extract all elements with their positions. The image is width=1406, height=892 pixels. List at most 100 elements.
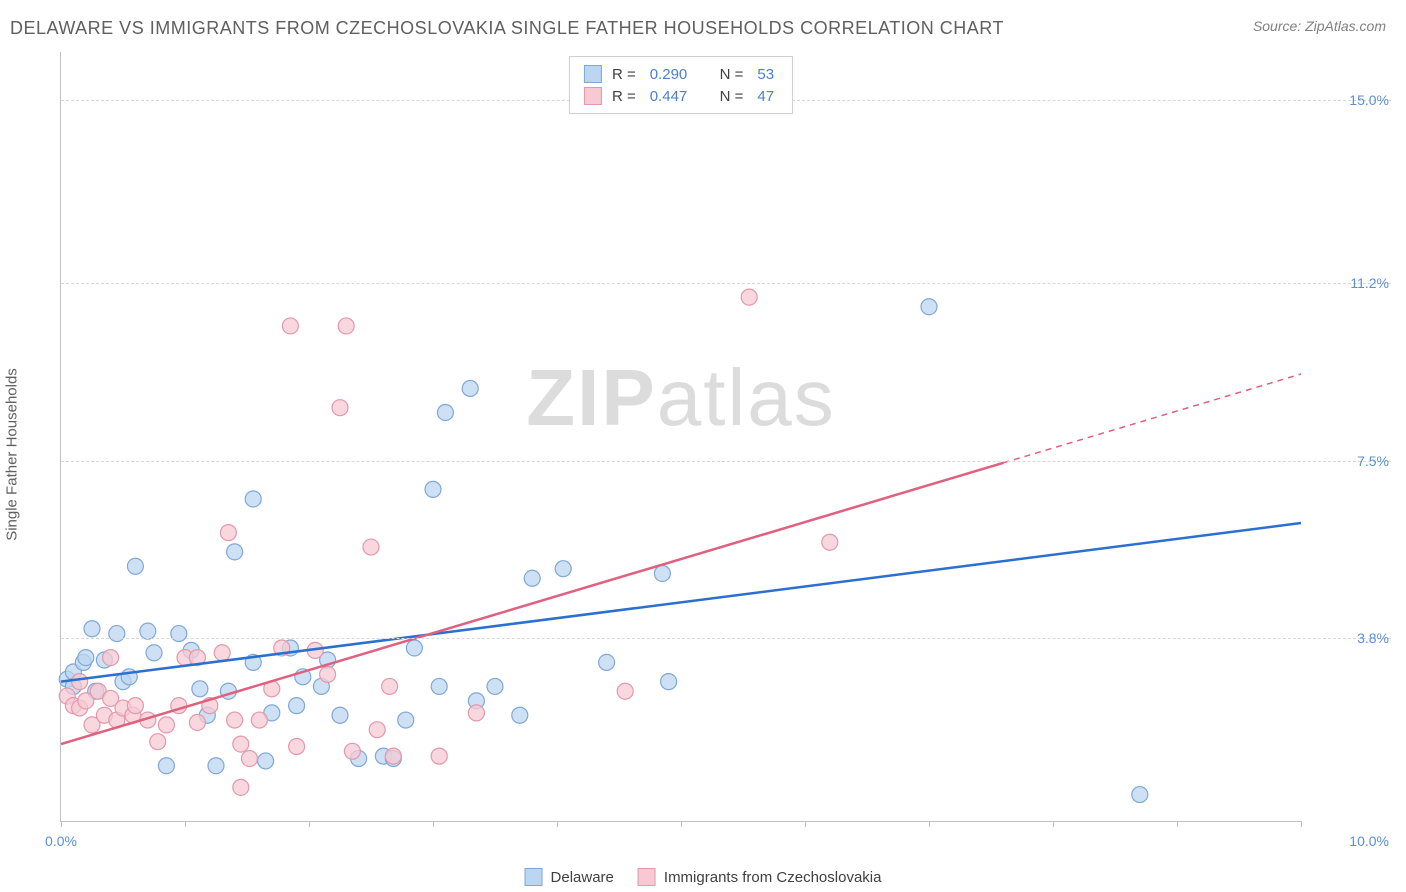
legend-label: Delaware bbox=[551, 869, 614, 886]
data-point bbox=[332, 707, 348, 723]
data-point bbox=[251, 712, 267, 728]
legend-row: R = 0.447 N = 47 bbox=[584, 85, 778, 107]
data-point bbox=[78, 650, 94, 666]
data-point bbox=[1132, 787, 1148, 803]
data-point bbox=[382, 678, 398, 694]
n-value: 47 bbox=[757, 88, 774, 105]
data-point bbox=[406, 640, 422, 656]
data-point bbox=[245, 491, 261, 507]
legend-swatch bbox=[638, 868, 656, 886]
data-point bbox=[462, 380, 478, 396]
data-point bbox=[220, 525, 236, 541]
gridline bbox=[61, 283, 1391, 284]
data-point bbox=[338, 318, 354, 334]
legend-swatch bbox=[584, 87, 602, 105]
legend-item: Delaware bbox=[525, 868, 614, 886]
r-label: R = bbox=[612, 88, 636, 105]
data-point bbox=[103, 650, 119, 666]
data-point bbox=[227, 712, 243, 728]
n-label: N = bbox=[720, 88, 744, 105]
legend-row: R = 0.290 N = 53 bbox=[584, 63, 778, 85]
y-tick-label: 11.2% bbox=[1309, 275, 1389, 291]
x-tick-label: 0.0% bbox=[45, 833, 77, 849]
y-axis-label: Single Father Households bbox=[4, 368, 21, 541]
data-point bbox=[282, 318, 298, 334]
data-point bbox=[425, 481, 441, 497]
chart-container: ZIPatlas R =0.290 N =53R =0.447 N =47 3.… bbox=[50, 52, 1396, 852]
data-point bbox=[369, 722, 385, 738]
x-tick bbox=[185, 821, 186, 827]
data-point bbox=[822, 534, 838, 550]
legend-label: Immigrants from Czechoslovakia bbox=[664, 869, 882, 886]
y-tick-label: 3.8% bbox=[1309, 630, 1389, 646]
trend-line-extrapolated bbox=[1003, 374, 1301, 463]
source-attribution: Source: ZipAtlas.com bbox=[1253, 18, 1386, 34]
data-point bbox=[617, 683, 633, 699]
data-point bbox=[385, 748, 401, 764]
data-point bbox=[158, 717, 174, 733]
x-tick bbox=[681, 821, 682, 827]
gridline bbox=[61, 638, 1391, 639]
data-point bbox=[654, 565, 670, 581]
r-value: 0.290 bbox=[650, 66, 688, 83]
n-value: 53 bbox=[757, 66, 774, 83]
x-tick bbox=[309, 821, 310, 827]
data-point bbox=[84, 621, 100, 637]
legend-swatch bbox=[525, 868, 543, 886]
r-value: 0.447 bbox=[650, 88, 688, 105]
data-point bbox=[921, 299, 937, 315]
x-tick bbox=[433, 821, 434, 827]
r-label: R = bbox=[612, 66, 636, 83]
data-point bbox=[146, 645, 162, 661]
data-point bbox=[192, 681, 208, 697]
data-point bbox=[258, 753, 274, 769]
data-point bbox=[431, 678, 447, 694]
x-tick bbox=[805, 821, 806, 827]
gridline bbox=[61, 461, 1391, 462]
legend-correlation: R = 0.290 N = 53 R = 0.447 N = 47 bbox=[569, 56, 793, 114]
data-point bbox=[437, 404, 453, 420]
x-tick bbox=[1177, 821, 1178, 827]
data-point bbox=[241, 751, 257, 767]
data-point bbox=[233, 779, 249, 795]
trend-line bbox=[61, 523, 1301, 682]
y-tick-label: 15.0% bbox=[1309, 92, 1389, 108]
x-tick bbox=[1301, 821, 1302, 827]
legend-series: Delaware Immigrants from Czechoslovakia bbox=[525, 868, 882, 886]
chart-title: DELAWARE VS IMMIGRANTS FROM CZECHOSLOVAK… bbox=[10, 18, 1004, 39]
data-point bbox=[332, 400, 348, 416]
legend-item: Immigrants from Czechoslovakia bbox=[638, 868, 882, 886]
chart-svg bbox=[61, 52, 1301, 821]
data-point bbox=[599, 654, 615, 670]
x-tick bbox=[929, 821, 930, 827]
x-tick bbox=[61, 821, 62, 827]
data-point bbox=[72, 674, 88, 690]
data-point bbox=[158, 758, 174, 774]
x-tick bbox=[557, 821, 558, 827]
data-point bbox=[398, 712, 414, 728]
data-point bbox=[344, 743, 360, 759]
data-point bbox=[208, 758, 224, 774]
data-point bbox=[289, 698, 305, 714]
data-point bbox=[140, 623, 156, 639]
data-point bbox=[661, 674, 677, 690]
data-point bbox=[189, 714, 205, 730]
data-point bbox=[363, 539, 379, 555]
data-point bbox=[127, 558, 143, 574]
x-tick bbox=[1053, 821, 1054, 827]
data-point bbox=[233, 736, 249, 752]
data-point bbox=[127, 698, 143, 714]
n-label: N = bbox=[720, 66, 744, 83]
data-point bbox=[214, 645, 230, 661]
legend-swatch bbox=[584, 65, 602, 83]
data-point bbox=[555, 561, 571, 577]
y-tick-label: 7.5% bbox=[1309, 453, 1389, 469]
data-point bbox=[431, 748, 447, 764]
data-point bbox=[524, 570, 540, 586]
data-point bbox=[320, 666, 336, 682]
data-point bbox=[741, 289, 757, 305]
data-point bbox=[150, 734, 166, 750]
data-point bbox=[487, 678, 503, 694]
data-point bbox=[227, 544, 243, 560]
trend-line bbox=[61, 463, 1003, 744]
